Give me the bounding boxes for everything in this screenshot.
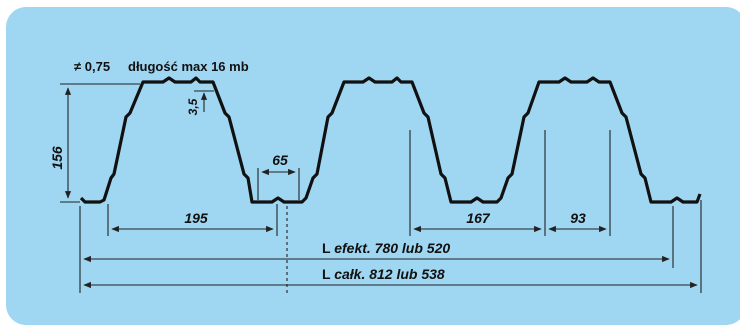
trough-width-label: 167 (466, 210, 491, 226)
length-dimensions (79, 200, 702, 293)
l-total-prefix: L (322, 266, 334, 282)
max-length-label: długość max 16 mb (128, 59, 249, 74)
height-label: 156 (49, 146, 65, 170)
pitch-label: 195 (184, 210, 208, 226)
diagram-panel (6, 7, 740, 325)
notch-dimension (194, 90, 214, 112)
l-effective-value: efekt. 780 lub 520 (334, 240, 450, 256)
l-total-label: L całk. 812 lub 538 (322, 266, 445, 282)
flange-label: 65 (272, 152, 288, 168)
crest-width-label: 93 (570, 210, 586, 226)
flange-dimension (257, 168, 300, 200)
l-effective-label: L efekt. 780 lub 520 (322, 240, 450, 256)
notch-depth-label: 3,5 (186, 98, 200, 115)
sheet-profile (79, 76, 702, 204)
pitch-dimension (107, 204, 278, 236)
thickness-label: ≠ 0,75 (74, 59, 110, 74)
trough-crest-dimensions (409, 130, 611, 236)
height-dimension (60, 83, 140, 203)
l-effective-prefix: L (322, 240, 334, 256)
l-total-value: całk. 812 lub 538 (334, 266, 445, 282)
